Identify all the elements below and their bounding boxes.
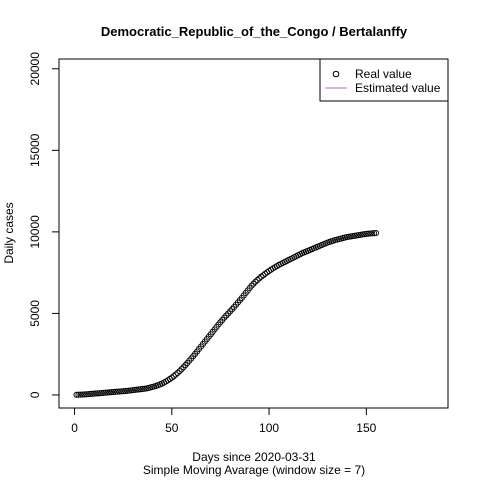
x-tick-label: 0 — [71, 421, 78, 435]
x-axis: 0 50 100 150 — [71, 408, 376, 435]
legend-label-estimated: Estimated value — [355, 81, 441, 95]
y-axis-label: Daily cases — [2, 202, 16, 263]
y-tick-label: 15000 — [28, 133, 42, 167]
y-axis: 0 5000 10000 15000 20000 — [28, 52, 59, 399]
y-tick-label: 20000 — [28, 52, 42, 86]
legend-label-real: Real value — [355, 67, 412, 81]
x-tick-label: 50 — [165, 421, 179, 435]
chart-title: Democratic_Republic_of_the_Congo / Berta… — [101, 24, 408, 39]
x-tick-label: 100 — [259, 421, 279, 435]
plot-area — [59, 59, 448, 408]
y-tick-label: 0 — [28, 391, 42, 398]
x-tick-label: 150 — [356, 421, 376, 435]
y-tick-label: 5000 — [28, 300, 42, 327]
x-axis-sublabel: Simple Moving Avarage (window size = 7) — [143, 463, 365, 477]
y-tick-label: 10000 — [28, 215, 42, 249]
data-points — [74, 230, 379, 397]
x-axis-label: Days since 2020-03-31 — [192, 450, 316, 464]
plot-frame — [59, 59, 448, 408]
legend: Real value Estimated value — [320, 59, 448, 101]
